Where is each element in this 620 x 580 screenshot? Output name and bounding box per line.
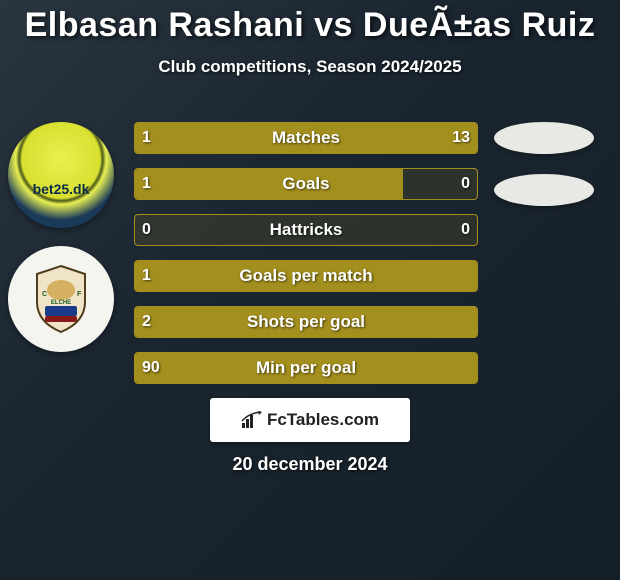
stat-label: Min per goal — [134, 358, 478, 378]
date-text: 20 december 2024 — [0, 454, 620, 475]
club-crest-icon: ELCHE C F — [33, 264, 89, 334]
stat-label: Hattricks — [134, 220, 478, 240]
stat-value-left: 90 — [142, 359, 160, 377]
stat-label: Goals per match — [134, 266, 478, 286]
stat-value-left: 1 — [142, 129, 151, 147]
marker-ellipse — [494, 174, 594, 206]
content-overlay: Elbasan Rashani vs DueÃ±as Ruiz Club com… — [0, 0, 620, 580]
stat-row: 2Shots per goal — [134, 306, 478, 338]
page-subtitle: Club competitions, Season 2024/2025 — [0, 57, 620, 77]
stat-value-right: 13 — [452, 129, 470, 147]
player-left-avatar — [8, 122, 114, 228]
stat-value-left: 1 — [142, 175, 151, 193]
marker-ellipse — [494, 122, 594, 154]
brand-badge: FcTables.com — [210, 398, 410, 442]
brand-text: FcTables.com — [267, 410, 379, 430]
player-avatars: ELCHE C F — [8, 122, 114, 370]
stat-label: Matches — [134, 128, 478, 148]
stats-container: 113Matches10Goals00Hattricks1Goals per m… — [134, 122, 478, 398]
svg-text:F: F — [77, 291, 82, 298]
stat-label: Goals — [134, 174, 478, 194]
player-right-avatar: ELCHE C F — [8, 246, 114, 352]
stat-value-left: 1 — [142, 267, 151, 285]
stat-row: 90Min per goal — [134, 352, 478, 384]
stat-label: Shots per goal — [134, 312, 478, 332]
stat-value-right: 0 — [461, 175, 470, 193]
stat-value-left: 2 — [142, 313, 151, 331]
page-title: Elbasan Rashani vs DueÃ±as Ruiz — [0, 6, 620, 45]
stat-row: 1Goals per match — [134, 260, 478, 292]
svg-text:ELCHE: ELCHE — [51, 300, 71, 306]
svg-text:C: C — [42, 291, 47, 298]
stat-value-right: 0 — [461, 221, 470, 239]
stat-row: 1 13Matches — [134, 122, 478, 154]
fctables-logo-icon — [241, 411, 263, 429]
stat-row: 0 0Hattricks — [134, 214, 478, 246]
stat-value-left: 0 — [142, 221, 151, 239]
stat-row: 1 0Goals — [134, 168, 478, 200]
right-player-markers — [494, 122, 600, 226]
